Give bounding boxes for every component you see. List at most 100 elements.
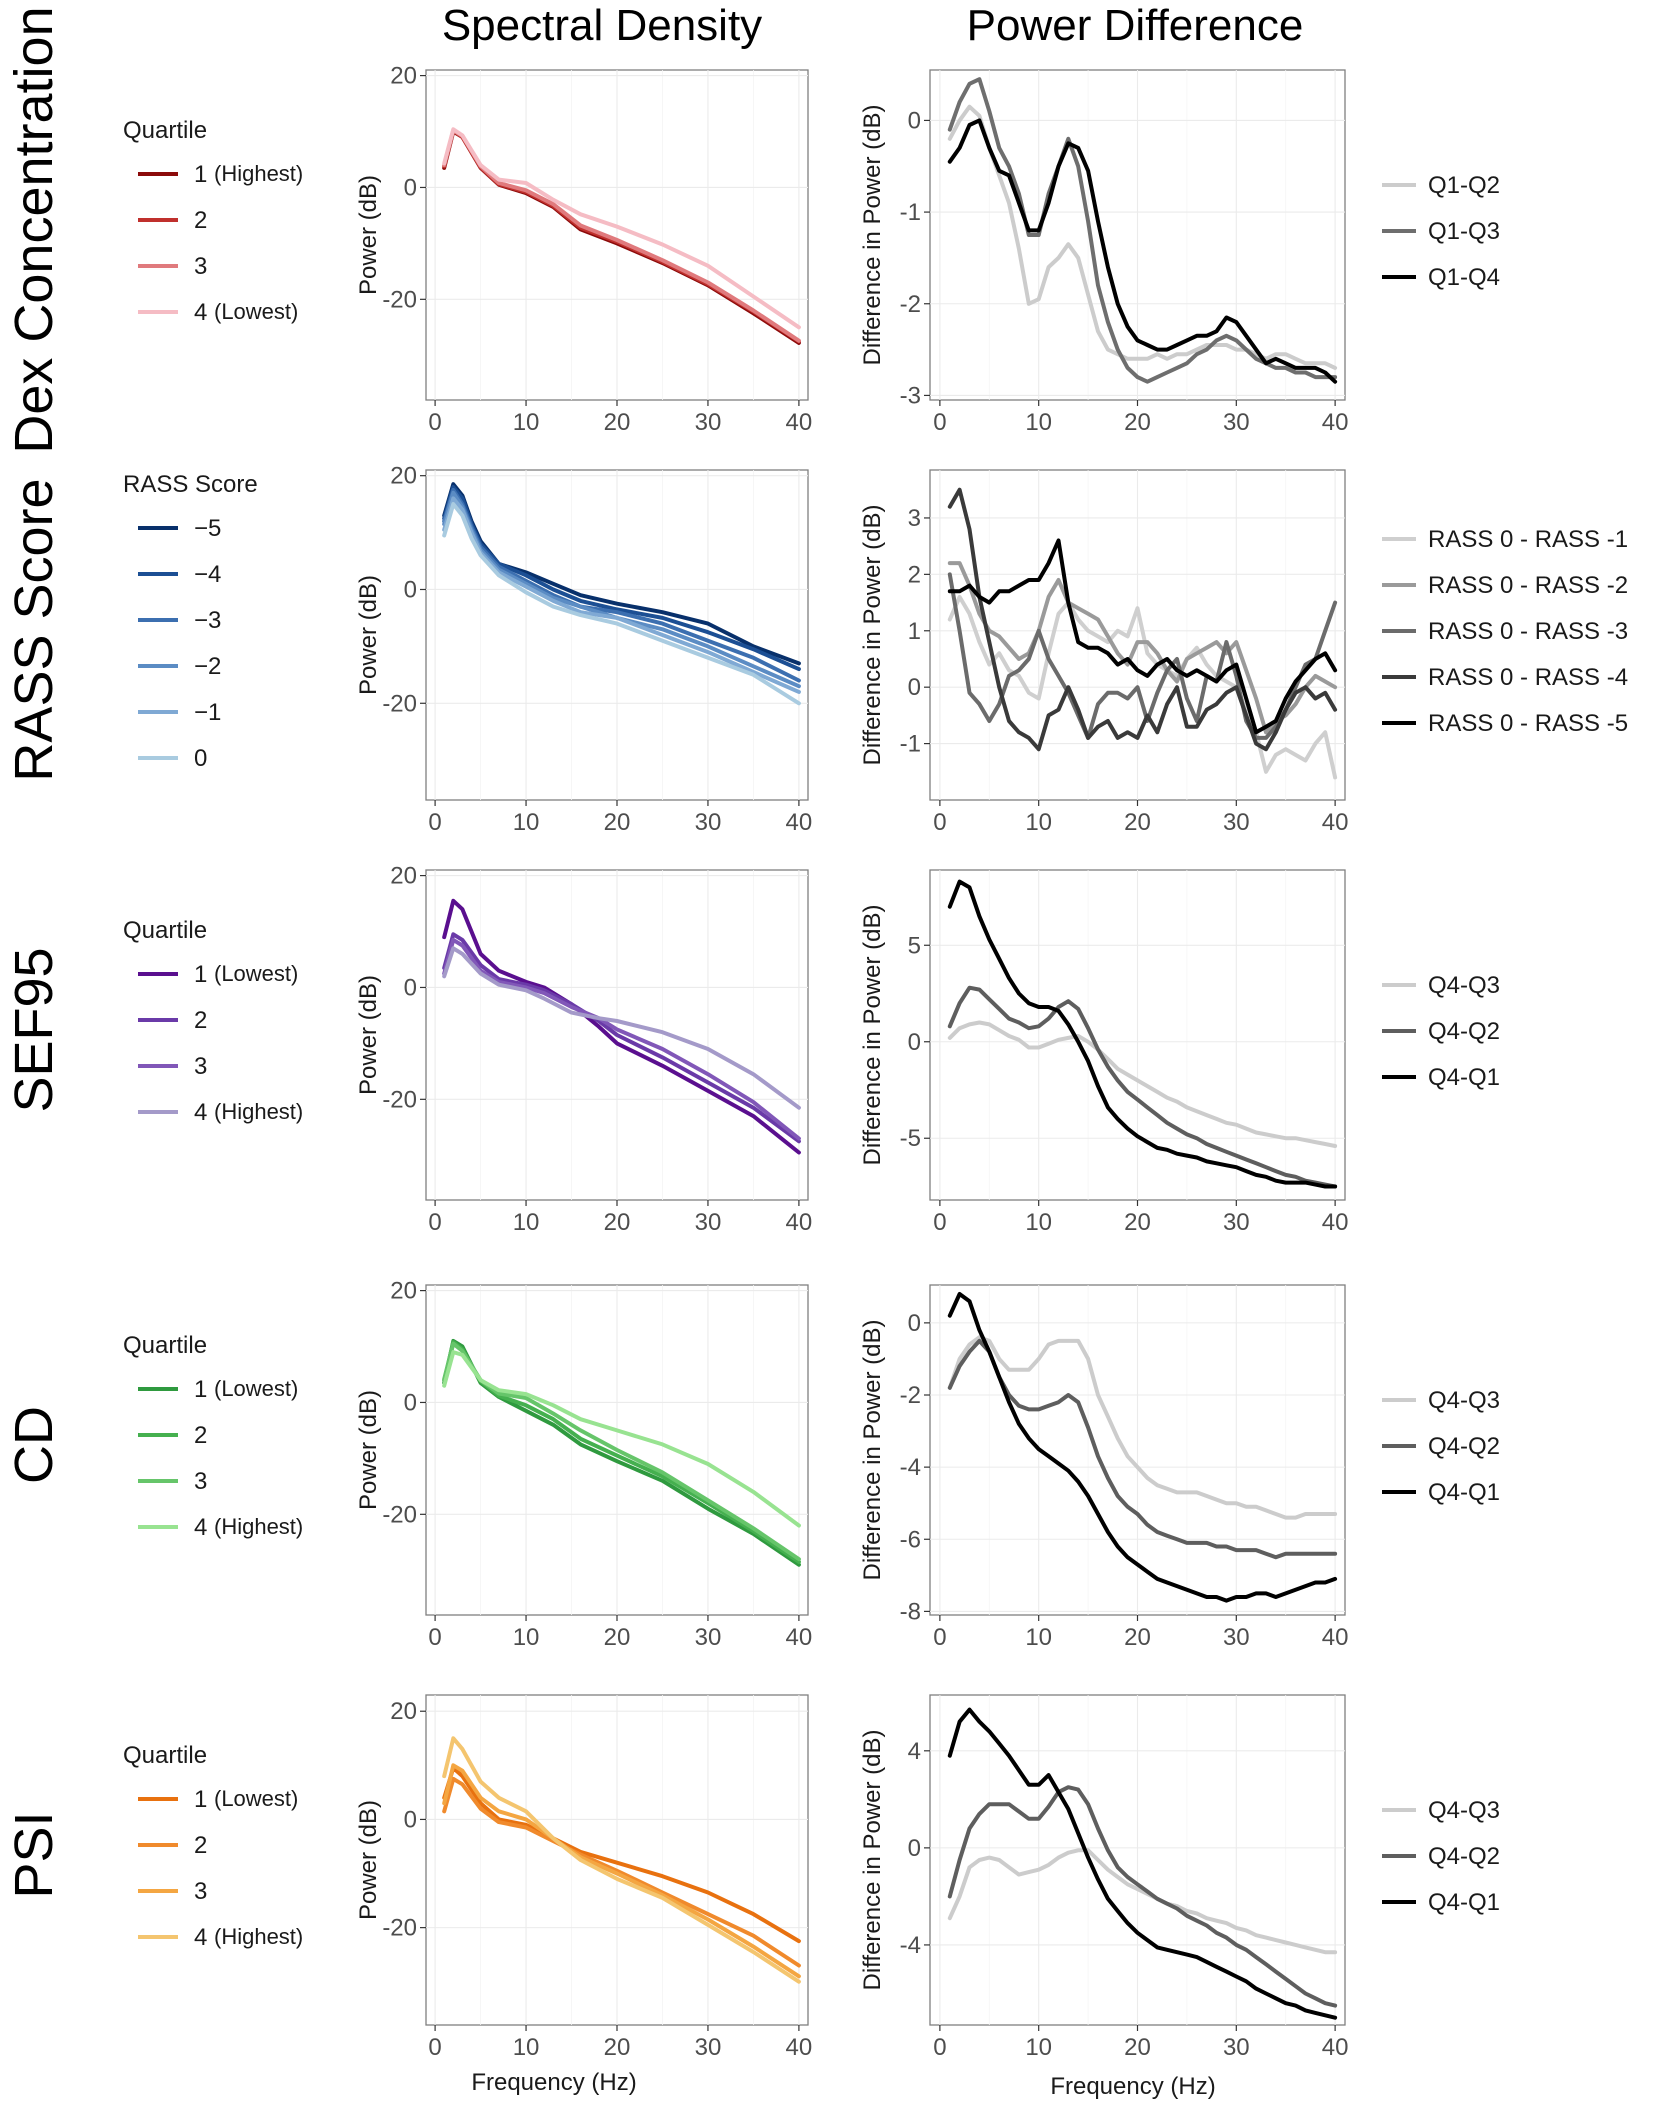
spectral-x-tick-label: 10	[513, 809, 540, 836]
spectral-y-tick-label: -20	[382, 690, 417, 717]
difference-legend-label: Q4-Q2	[1428, 1018, 1500, 1045]
difference-legend-label: Q4-Q1	[1428, 1889, 1500, 1916]
difference-y-axis-title: Difference in Power (dB)	[859, 1730, 886, 1991]
difference-series-line-2	[947, 1707, 1338, 2020]
difference-y-tick-label: -6	[900, 1526, 921, 1553]
legend-label: 3	[194, 253, 207, 280]
difference-x-axis-title: Frequency (Hz)	[1050, 2073, 1215, 2100]
difference-x-tick-label: 0	[933, 409, 946, 436]
difference-x-tick-label: 40	[1322, 1624, 1349, 1651]
difference-series-line-0	[947, 1335, 1338, 1520]
legend-note: (Highest)	[214, 1099, 303, 1124]
difference-x-tick-label: 20	[1124, 409, 1151, 436]
power-difference-title: Power Difference	[967, 1, 1304, 50]
spectral-y-tick-label: 20	[390, 1278, 417, 1305]
spectral-x-axis-title: Frequency (Hz)	[471, 2069, 636, 2096]
spectral-series-line-3	[442, 946, 801, 1110]
difference-series-line-1	[947, 77, 1338, 384]
spectral-y-tick-label: -20	[382, 286, 417, 313]
legend-title: RASS Score	[123, 471, 258, 498]
spectral-series-line-1	[442, 1776, 801, 1968]
difference-y-tick-label: -1	[900, 731, 921, 758]
difference-x-tick-label: 0	[933, 1209, 946, 1236]
difference-y-tick-label: 0	[908, 674, 921, 701]
difference-x-tick-label: 20	[1124, 2034, 1151, 2061]
spectral-y-tick-label: 20	[390, 1698, 417, 1725]
spectral-x-tick-label: 0	[428, 2034, 441, 2061]
difference-y-tick-label: -8	[900, 1598, 921, 1625]
difference-legend-label: Q4-Q3	[1428, 972, 1500, 999]
row-0: Dex Concentration Quartile 1 (Highest) 2 3 4 (L…	[4, 6, 1500, 453]
legend-label: 2	[194, 207, 207, 234]
difference-legend-label: Q1-Q4	[1428, 264, 1500, 291]
spectral-x-tick-label: 30	[695, 1209, 722, 1236]
spectral-x-tick-label: 20	[604, 809, 631, 836]
legend-note: (Lowest)	[214, 1786, 298, 1811]
legend-note: (Highest)	[214, 161, 303, 186]
legend-title: Quartile	[123, 1742, 207, 1769]
difference-series-line-1	[947, 1338, 1338, 1560]
spectral-series-line-5	[442, 502, 801, 706]
difference-legend-label: RASS 0 - RASS -2	[1428, 572, 1628, 599]
difference-series-line-2	[947, 1292, 1338, 1603]
spectral-series-line-3	[442, 1350, 801, 1528]
difference-y-tick-label: 0	[908, 1835, 921, 1862]
difference-y-tick-label: 1	[908, 618, 921, 645]
spectral-density-title: Spectral Density	[442, 1, 762, 50]
legend-label: 2	[194, 1832, 207, 1859]
row-label: PSI	[4, 1811, 64, 1898]
spectral-y-tick-label: 0	[404, 1806, 417, 1833]
difference-x-tick-label: 30	[1223, 809, 1250, 836]
spectral-y-tick-label: 20	[390, 463, 417, 490]
difference-x-tick-label: 0	[933, 809, 946, 836]
difference-x-tick-label: 0	[933, 2034, 946, 2061]
difference-y-tick-label: 5	[908, 932, 921, 959]
spectral-x-tick-label: 30	[695, 809, 722, 836]
difference-x-tick-label: 30	[1223, 1624, 1250, 1651]
spectral-series-line-1	[442, 932, 801, 1144]
spectral-x-tick-label: 0	[428, 409, 441, 436]
row-label: CD	[4, 1406, 64, 1484]
spectral-series-line-2	[442, 937, 801, 1141]
difference-series-line-0	[947, 1020, 1338, 1148]
spectral-x-tick-label: 40	[786, 409, 813, 436]
difference-y-tick-label: -4	[900, 1932, 921, 1959]
difference-y-tick-label: 0	[908, 107, 921, 134]
row-3: CD Quartile 1 (Lowest) 2 3 4 (Highest) 0 10 20 30 40…	[4, 1278, 1500, 1651]
legend-label: 1	[194, 161, 207, 188]
spectral-series-line-0	[442, 1338, 801, 1567]
difference-x-tick-label: 30	[1223, 1209, 1250, 1236]
difference-y-tick-label: 0	[908, 1029, 921, 1056]
spectral-x-tick-label: 30	[695, 409, 722, 436]
legend-note: (Lowest)	[214, 1376, 298, 1401]
difference-y-tick-label: 0	[908, 1310, 921, 1337]
legend-label: −3	[194, 607, 221, 634]
difference-x-tick-label: 20	[1124, 1209, 1151, 1236]
difference-series-line-2	[947, 118, 1338, 384]
spectral-y-tick-label: 0	[404, 1389, 417, 1416]
spectral-x-tick-label: 20	[604, 1209, 631, 1236]
difference-legend-label: Q4-Q2	[1428, 1843, 1500, 1870]
difference-y-tick-label: -2	[900, 1382, 921, 1409]
spectral-x-tick-label: 40	[786, 1624, 813, 1651]
difference-legend-label: RASS 0 - RASS -1	[1428, 526, 1628, 553]
difference-series-line-0	[947, 1848, 1338, 1955]
difference-legend-label: Q4-Q2	[1428, 1433, 1500, 1460]
spectral-series-line-2	[442, 1341, 801, 1562]
spectral-x-tick-label: 10	[513, 1624, 540, 1651]
difference-y-axis-title: Difference in Power (dB)	[859, 105, 886, 366]
spectral-x-tick-label: 40	[786, 2034, 813, 2061]
spectral-x-tick-label: 0	[428, 1624, 441, 1651]
difference-legend-label: Q4-Q3	[1428, 1797, 1500, 1824]
difference-x-tick-label: 10	[1025, 1624, 1052, 1651]
difference-series-line-3	[947, 487, 1338, 752]
legend-label: 4	[194, 1099, 207, 1126]
difference-legend-label: Q4-Q1	[1428, 1479, 1500, 1506]
spectral-x-tick-label: 40	[786, 1209, 813, 1236]
spectral-series-line-1	[442, 485, 801, 672]
spectral-y-axis-title: Power (dB)	[355, 1800, 382, 1920]
difference-y-tick-label: -4	[900, 1454, 921, 1481]
figure-rows: Dex Concentration Quartile 1 (Highest) 2 3 4 (L…	[4, 6, 1628, 2061]
spectral-y-axis-title: Power (dB)	[355, 1390, 382, 1510]
